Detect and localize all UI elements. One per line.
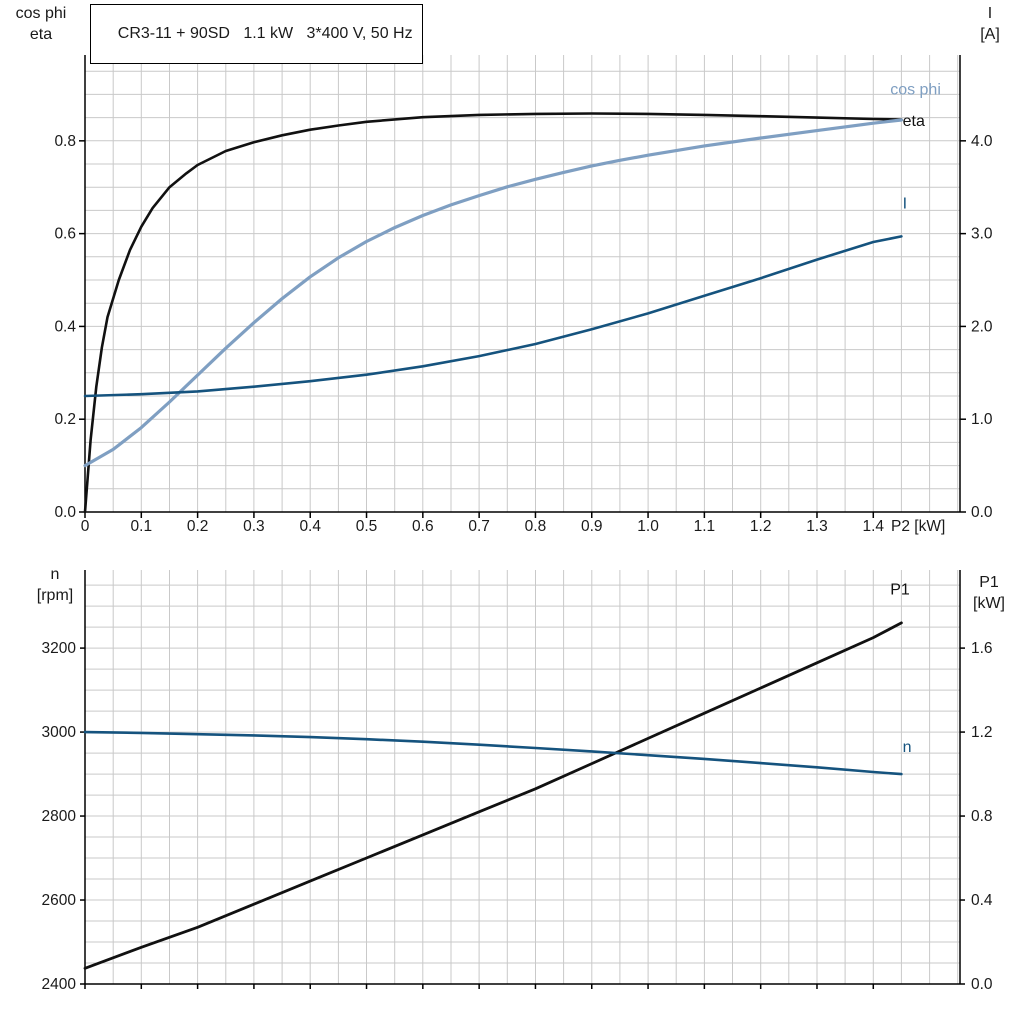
axis-title-current-unit: [A] bbox=[980, 26, 1000, 43]
y-right-tick-label: 1.0 bbox=[971, 411, 993, 428]
x-tick-label: 0.8 bbox=[525, 518, 547, 535]
x-tick-label: 1.0 bbox=[637, 518, 659, 535]
y-right-tick-label: 1.2 bbox=[971, 724, 993, 741]
axis-title-speed: n bbox=[50, 566, 60, 583]
y-left-tick-label: 3200 bbox=[42, 640, 77, 657]
x-tick-label: 0.5 bbox=[356, 518, 378, 535]
y-right-tick-label: 0.0 bbox=[971, 976, 993, 993]
axis-title-cos-phi: cos phi bbox=[15, 5, 67, 22]
axes bbox=[84, 55, 961, 513]
chart-2: 2400 2600 2800 3000 3200 0.0 0.4 0.8 1.2 1.6 P1 n bbox=[42, 570, 993, 993]
x-tick-label: 0.4 bbox=[299, 518, 321, 535]
y-left-tick-label: 0.8 bbox=[54, 133, 76, 150]
axis-title-p1: P1 bbox=[979, 574, 999, 591]
ticks-and-labels: 2400 2600 2800 3000 3200 0.0 0.4 0.8 1.2 1.6 bbox=[42, 640, 993, 993]
top-chart-left-axis-title: cos phi eta bbox=[2, 3, 80, 45]
curve-label-P1: P1 bbox=[890, 582, 910, 599]
x-tick-label: 1.2 bbox=[750, 518, 772, 535]
curve-label-n: n bbox=[903, 739, 912, 756]
y-left-tick-label: 3000 bbox=[42, 724, 77, 741]
curve-eta bbox=[83, 112, 903, 514]
curve-label-I: I bbox=[903, 196, 907, 213]
y-left-tick-label: 0.6 bbox=[54, 226, 76, 243]
y-left-tick-label: 0.0 bbox=[54, 504, 76, 521]
top-chart-right-axis-title: I [A] bbox=[960, 3, 1020, 45]
pump-info-box: CR3-11 + 90SD 1.1 kW 3*400 V, 50 Hz bbox=[90, 4, 423, 64]
x-tick-label: 1.4 bbox=[863, 518, 885, 535]
curve-I bbox=[83, 235, 903, 398]
y-left-tick-label: 2800 bbox=[42, 808, 77, 825]
axis-title-eta: eta bbox=[29, 26, 53, 43]
x-tick-label: 0.7 bbox=[468, 518, 490, 535]
x-tick-label: 0.2 bbox=[187, 518, 209, 535]
x-tick-label: 0.3 bbox=[243, 518, 265, 535]
axis-title-current: I bbox=[987, 5, 993, 22]
y-left-tick-label: 2400 bbox=[42, 976, 77, 993]
chart-1: 0 0.1 0.2 0.3 0.4 0.5 0.6 0.7 0.8 0.9 1.0 1.1 1.2 1.3… bbox=[54, 55, 993, 535]
x-tick-label: 1.1 bbox=[694, 518, 716, 535]
axis-title-speed-unit: [rpm] bbox=[36, 587, 74, 604]
grid bbox=[85, 55, 960, 512]
y-left-tick-label: 0.4 bbox=[54, 318, 76, 335]
y-right-tick-label: 0.8 bbox=[971, 808, 993, 825]
curve-n bbox=[83, 730, 903, 776]
y-left-tick-label: 2600 bbox=[42, 892, 77, 909]
grid bbox=[85, 570, 960, 984]
x-tick-label: 0.6 bbox=[412, 518, 434, 535]
bottom-chart-right-axis-title: P1 [kW] bbox=[956, 572, 1022, 614]
axes bbox=[84, 570, 961, 985]
pump-info-text: CR3-11 + 90SD 1.1 kW 3*400 V, 50 Hz bbox=[117, 25, 413, 42]
y-right-tick-label: 4.0 bbox=[971, 133, 993, 150]
ticks-and-labels: 0 0.1 0.2 0.3 0.4 0.5 0.6 0.7 0.8 0.9 1.0 1.1 1.2 1.3… bbox=[54, 133, 992, 535]
x-tick-label: 0.9 bbox=[581, 518, 603, 535]
curve-label-eta: eta bbox=[903, 113, 925, 130]
y-right-tick-label: 3.0 bbox=[971, 226, 993, 243]
y-right-tick-label: 0.4 bbox=[971, 892, 993, 909]
x-tick-label: 0.1 bbox=[131, 518, 153, 535]
x-tick-label: 1.3 bbox=[806, 518, 828, 535]
y-left-tick-label: 0.2 bbox=[54, 411, 76, 428]
curve-label-cos-phi: cos phi bbox=[890, 81, 941, 98]
y-right-tick-label: 1.6 bbox=[971, 640, 993, 657]
x-tick-label: 0 bbox=[81, 518, 90, 535]
curve-P1 bbox=[83, 621, 903, 970]
x-axis-label: P2 [kW] bbox=[891, 518, 945, 535]
y-right-tick-label: 2.0 bbox=[971, 318, 993, 335]
y-right-tick-label: 0.0 bbox=[971, 504, 993, 521]
axis-title-p1-unit: [kW] bbox=[973, 595, 1005, 612]
curve-cos-phi bbox=[83, 118, 904, 468]
bottom-chart-left-axis-title: n [rpm] bbox=[20, 564, 90, 606]
